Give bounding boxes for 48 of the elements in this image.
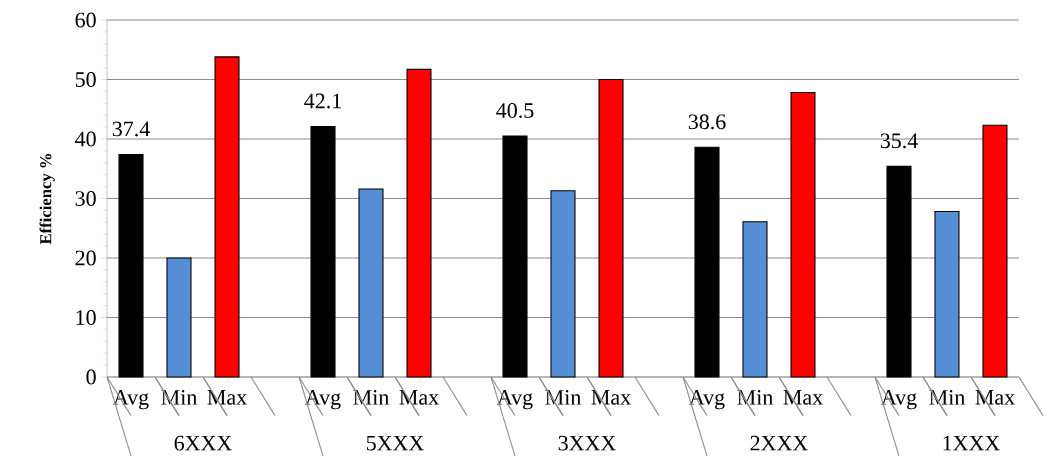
bar bbox=[598, 78, 624, 378]
x-tick-label: Min bbox=[161, 390, 198, 405]
bar bbox=[310, 125, 336, 378]
bar bbox=[166, 257, 192, 378]
bar bbox=[118, 153, 144, 378]
y-tick-label: 30 bbox=[75, 191, 96, 206]
y-tick-label: 20 bbox=[75, 250, 96, 266]
x-tick-label: Max bbox=[207, 390, 247, 405]
x-tick-label: Max bbox=[591, 390, 631, 405]
y-tick-label: 60 bbox=[75, 12, 96, 28]
data-label: 38.6 bbox=[688, 114, 726, 130]
bar bbox=[790, 92, 816, 378]
text: 1XXX bbox=[943, 435, 1000, 451]
x-tick-label: Avg bbox=[689, 390, 725, 410]
bar bbox=[358, 188, 384, 378]
x-tick-label: Avg bbox=[113, 390, 149, 410]
bar bbox=[742, 221, 768, 378]
text: 6XXX bbox=[174, 435, 232, 451]
x-tick-label: Max bbox=[783, 390, 823, 405]
x-tick-label: Avg bbox=[497, 390, 533, 410]
x-tick-label: Min bbox=[929, 390, 965, 405]
y-tick-label: 40 bbox=[75, 131, 96, 147]
bar bbox=[886, 165, 912, 378]
text: 5XXX bbox=[366, 435, 424, 451]
x-tick-label: Min bbox=[737, 390, 773, 405]
bar bbox=[406, 68, 432, 378]
text: 3XXX bbox=[558, 435, 616, 451]
y-tick-label: 0 bbox=[86, 369, 96, 385]
bar bbox=[502, 135, 528, 378]
x-tick-label: Avg bbox=[881, 390, 917, 410]
bar bbox=[214, 56, 240, 378]
data-label: 42.1 bbox=[304, 93, 341, 109]
y-axis-title: Efficiency % bbox=[39, 154, 55, 245]
y-tick-label: 50 bbox=[75, 72, 96, 87]
x-tick-label: Avg bbox=[305, 390, 341, 410]
bar bbox=[550, 190, 576, 378]
bar bbox=[694, 146, 720, 378]
data-label: 35.4 bbox=[880, 133, 918, 149]
x-tick-label: Max bbox=[975, 390, 1015, 405]
bar bbox=[982, 124, 1008, 378]
y-tick-label: 10 bbox=[76, 310, 96, 325]
x-tick-label: Min bbox=[353, 390, 389, 405]
text: 2XXX bbox=[750, 435, 808, 451]
x-tick-label: Max bbox=[399, 390, 439, 405]
data-label: 40.5 bbox=[496, 103, 534, 118]
bar bbox=[934, 211, 960, 378]
x-tick-label: Min bbox=[545, 390, 581, 405]
data-label: 37.4 bbox=[112, 121, 150, 137]
